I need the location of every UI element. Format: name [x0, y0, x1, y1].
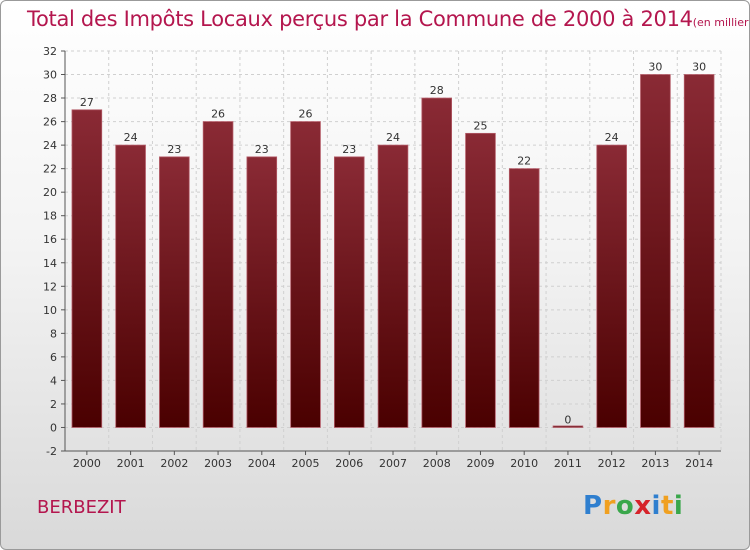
x-tick-labels: 2000 2001 2002 2003 2004 2005 2006 2007 2008 2009…: [73, 457, 713, 470]
y-tick-label: 16: [43, 233, 57, 246]
value-label: 30: [692, 61, 706, 74]
value-label: 24: [386, 131, 400, 144]
value-label: 0: [564, 413, 571, 426]
proxiti-logo[interactable]: Proxiti: [583, 491, 683, 521]
y-tick-label: 8: [50, 327, 57, 340]
value-label: 25: [473, 119, 487, 132]
y-tick-label: 22: [43, 163, 57, 176]
x-tick-label: 2014: [685, 457, 713, 470]
logo-letter: P: [583, 491, 603, 521]
x-tick-label: 2002: [160, 457, 188, 470]
y-tick-label: 20: [43, 186, 57, 199]
x-tick-label: 2010: [510, 457, 538, 470]
bars: [71, 74, 715, 428]
x-tick-label: 2005: [292, 457, 320, 470]
logo-letter: o: [615, 491, 635, 521]
y-tick-label: 30: [43, 69, 57, 82]
bar: [552, 425, 584, 428]
x-tick-label: 2011: [554, 457, 582, 470]
logo-letter: x: [634, 491, 652, 521]
y-tick-label: 0: [50, 421, 57, 434]
x-tick-label: 2013: [641, 457, 669, 470]
x-tick-label: 2008: [423, 457, 451, 470]
y-tick-label: 26: [43, 116, 57, 129]
bar: [71, 109, 103, 428]
bar: [683, 74, 715, 428]
value-label: 30: [648, 61, 662, 74]
value-label: 28: [430, 84, 444, 97]
value-label: 26: [211, 108, 225, 121]
bar: [377, 144, 409, 428]
value-label: 23: [255, 143, 269, 156]
y-tick-label: 2: [50, 398, 57, 411]
x-tick-label: 2004: [248, 457, 276, 470]
y-tick-label: 10: [43, 304, 57, 317]
bar: [290, 121, 321, 428]
y-tick-label: 14: [43, 257, 57, 270]
bar: [421, 97, 453, 428]
axes: [61, 50, 721, 455]
y-tick-label: 4: [50, 374, 57, 387]
y-tick-label: 6: [50, 351, 57, 364]
x-tick-label: 2003: [204, 457, 232, 470]
value-label: 23: [167, 143, 181, 156]
y-tick-label: 28: [43, 92, 57, 105]
x-tick-label: 2009: [466, 457, 494, 470]
value-label: 24: [124, 131, 138, 144]
y-tick-label: 12: [43, 280, 57, 293]
x-tick-label: 2007: [379, 457, 407, 470]
bar: [596, 144, 627, 428]
x-tick-label: 2000: [73, 457, 101, 470]
chart-title-unit: (en milliers d'€): [692, 16, 749, 29]
y-tick-label: 32: [43, 45, 57, 58]
bar: [246, 156, 278, 428]
commune-name: BERBEZIT: [37, 497, 126, 518]
value-label: 27: [80, 96, 94, 109]
bar: [115, 144, 146, 428]
bar: [159, 156, 190, 428]
bar: [508, 168, 540, 428]
bar: [202, 121, 234, 428]
value-label: 22: [517, 155, 531, 168]
logo-letter: i: [651, 491, 661, 521]
bar: [333, 156, 365, 428]
x-tick-label: 2001: [117, 457, 145, 470]
y-tick-label: -2: [46, 445, 57, 458]
y-tick-label: 18: [43, 210, 57, 223]
x-tick-label: 2006: [335, 457, 363, 470]
value-label: 26: [299, 108, 313, 121]
bar: [465, 132, 496, 428]
y-tick-label: 24: [43, 139, 57, 152]
logo-letter: r: [602, 491, 616, 521]
logo-letter: t: [660, 491, 674, 521]
x-tick-label: 2012: [598, 457, 626, 470]
value-label: 23: [342, 143, 356, 156]
bar: [640, 74, 671, 428]
value-labels: 27 24 23 26 23 26 23 24 28 25 22 0 24 30 30: [80, 61, 706, 427]
chart-title-text: Total des Impôts Locaux perçus par la Co…: [27, 7, 693, 31]
logo-letter: i: [673, 491, 684, 521]
value-label: 24: [605, 131, 619, 144]
chart-title: Total des Impôts Locaux perçus par la Co…: [27, 7, 749, 31]
